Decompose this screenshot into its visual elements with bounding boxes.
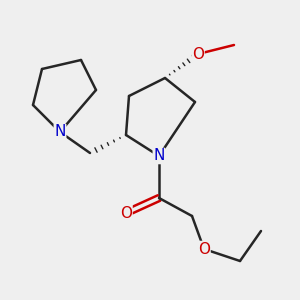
Text: O: O (120, 206, 132, 220)
Text: N: N (153, 148, 165, 164)
Text: O: O (198, 242, 210, 256)
Text: O: O (192, 46, 204, 62)
Text: N: N (54, 124, 66, 140)
